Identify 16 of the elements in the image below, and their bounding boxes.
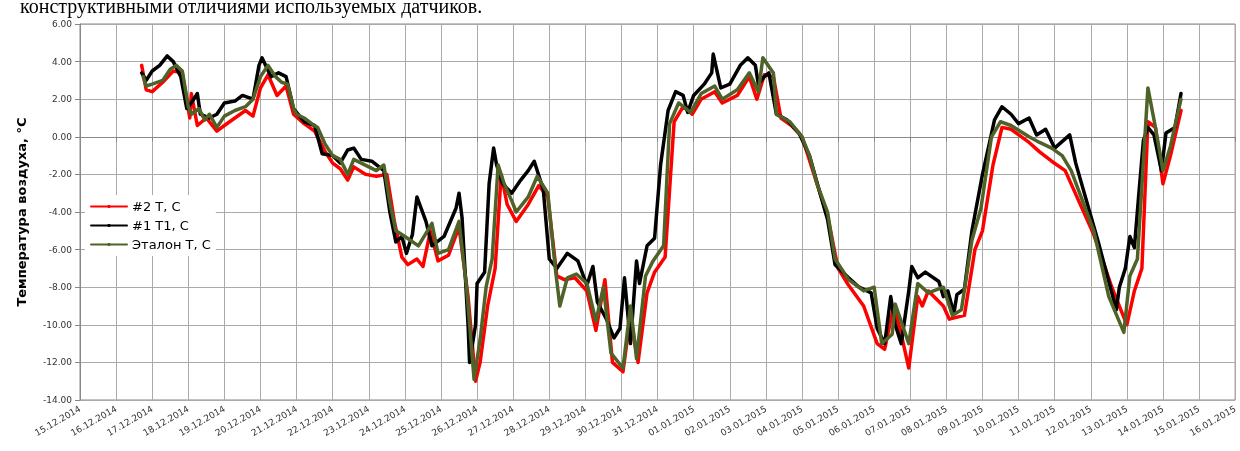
legend-label: Эталон T, C xyxy=(132,237,211,252)
y-tick-label: -12.00 xyxy=(42,357,73,368)
text: конструктивными отличиями используемых датчиков. xyxy=(20,0,483,18)
legend-label: #2 T, C xyxy=(132,199,181,214)
y-tick-label: 6.00 xyxy=(51,19,73,29)
y-tick-label: -8.00 xyxy=(48,282,73,293)
y-tick-label: -10.00 xyxy=(42,319,73,330)
y-tick-label: -4.00 xyxy=(48,207,73,217)
y-tick-label: -6.00 xyxy=(48,244,73,255)
y-tick-label: 4.00 xyxy=(51,56,73,67)
legend-label: #1 T1, C xyxy=(132,218,189,233)
y-tick-label: 0.00 xyxy=(51,131,73,142)
y-tick-label: 2.00 xyxy=(51,94,73,105)
y-tick-label: -14.00 xyxy=(42,395,73,405)
y-axis-title: Температура воздуха, °C xyxy=(14,117,29,307)
y-tick-label: -2.00 xyxy=(48,169,73,180)
